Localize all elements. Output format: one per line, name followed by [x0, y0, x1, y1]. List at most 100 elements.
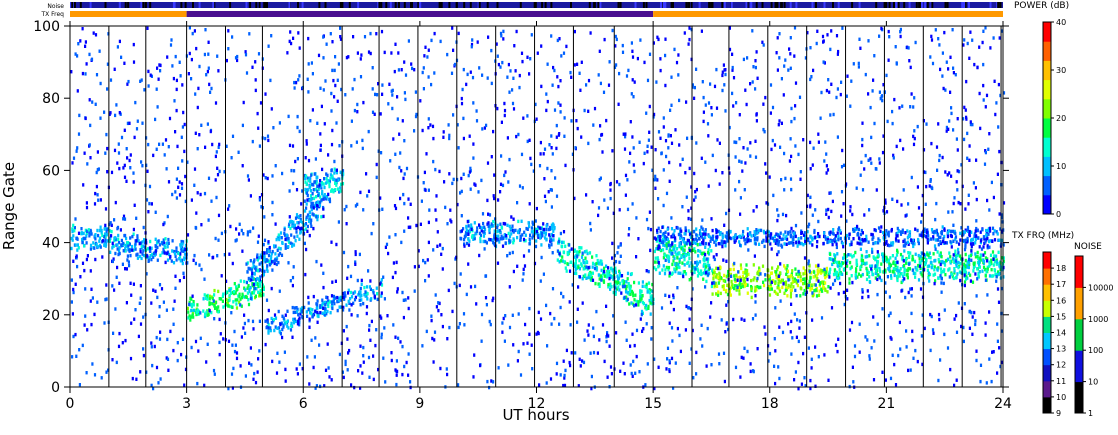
echo-pixel [139, 296, 142, 300]
echo-pixel [746, 277, 749, 282]
noise-strip-mark [184, 2, 187, 8]
echo-pixel [544, 236, 547, 240]
echo-pixel [439, 366, 442, 371]
echo-pixel [876, 260, 880, 264]
echo-pixel [88, 230, 91, 235]
echo-pixel [848, 243, 852, 247]
echo-pixel [717, 281, 720, 285]
echo-pixel [664, 234, 667, 239]
echo-pixel [379, 282, 382, 286]
echo-pixel [323, 310, 326, 315]
echo-pixel [738, 288, 741, 293]
echo-pixel [770, 247, 773, 251]
echo-pixel [580, 264, 583, 268]
echo-pixel [648, 104, 651, 109]
echo-pixel [118, 251, 121, 256]
echo-pixel [269, 326, 272, 330]
echo-pixel [746, 237, 749, 241]
echo-pixel [943, 332, 946, 337]
echo-pixel [142, 315, 145, 319]
echo-pixel [458, 322, 461, 326]
echo-pixel [99, 116, 102, 120]
echo-pixel [953, 317, 956, 321]
echo-pixel [155, 335, 158, 340]
echo-pixel [827, 378, 830, 382]
echo-pixel [930, 228, 934, 232]
echo-pixel [236, 298, 239, 302]
echo-pixel [704, 232, 707, 236]
echo-pixel [717, 293, 720, 297]
echo-pixel [277, 260, 280, 265]
echo-pixel [320, 215, 323, 219]
echo-pixel [836, 231, 839, 235]
echo-pixel [319, 195, 322, 199]
echo-pixel [857, 65, 860, 69]
echo-pixel [366, 194, 369, 198]
echo-pixel [605, 118, 608, 123]
echo-pixel [658, 238, 662, 242]
echo-pixel [839, 262, 842, 267]
echo-pixel [545, 224, 548, 228]
echo-pixel [784, 280, 788, 284]
echo-pixel [792, 235, 795, 239]
echo-pixel [876, 265, 879, 269]
echo-pixel [266, 134, 270, 138]
echo-pixel [631, 332, 634, 336]
echo-pixel [270, 286, 273, 291]
echo-pixel [124, 246, 127, 251]
echo-pixel [917, 253, 920, 258]
echo-pixel [861, 143, 864, 148]
echo-pixel [990, 258, 993, 262]
echo-pixel [658, 247, 662, 252]
echo-pixel [254, 268, 258, 272]
echo-pixel [873, 54, 876, 58]
echo-pixel [255, 287, 258, 291]
echo-pixel [809, 77, 812, 82]
echo-pixel [402, 192, 405, 197]
echo-pixel [597, 213, 600, 218]
echo-pixel [287, 245, 290, 249]
echo-pixel [858, 242, 861, 246]
echo-pixel [767, 359, 770, 363]
echo-pixel [784, 236, 787, 241]
echo-pixel [798, 272, 801, 276]
echo-pixel [301, 189, 304, 193]
echo-pixel [930, 265, 933, 270]
echo-pixel [763, 244, 766, 249]
echo-pixel [202, 309, 205, 313]
echo-pixel [807, 238, 810, 243]
echo-pixel [713, 240, 716, 244]
echo-pixel [342, 305, 345, 310]
echo-pixel [828, 270, 831, 274]
echo-pixel [251, 319, 255, 324]
echo-pixel [928, 251, 931, 255]
echo-pixel [74, 243, 77, 247]
echo-pixel [126, 82, 129, 86]
echo-pixel [238, 300, 241, 305]
echo-pixel [110, 229, 113, 234]
echo-pixel [732, 235, 735, 240]
echo-pixel [507, 231, 510, 236]
echo-pixel [742, 270, 745, 275]
echo-pixel [796, 244, 799, 248]
echo-pixel [143, 238, 146, 242]
echo-pixel [936, 268, 939, 272]
echo-pixel [989, 46, 992, 50]
echo-pixel [778, 271, 782, 275]
echo-pixel [738, 240, 741, 244]
echo-pixel [546, 166, 549, 171]
echo-pixel [308, 325, 311, 329]
echo-pixel [933, 244, 937, 248]
echo-pixel [468, 228, 471, 233]
echo-pixel [157, 77, 160, 81]
echo-pixel [790, 241, 793, 245]
echo-pixel [333, 68, 336, 73]
echo-pixel [725, 322, 728, 326]
echo-pixel [190, 198, 193, 202]
echo-pixel [99, 198, 102, 202]
echo-pixel [826, 290, 829, 294]
echo-pixel [193, 29, 196, 33]
echo-pixel [285, 320, 288, 324]
echo-pixel [325, 295, 328, 299]
echo-pixel [937, 276, 940, 280]
